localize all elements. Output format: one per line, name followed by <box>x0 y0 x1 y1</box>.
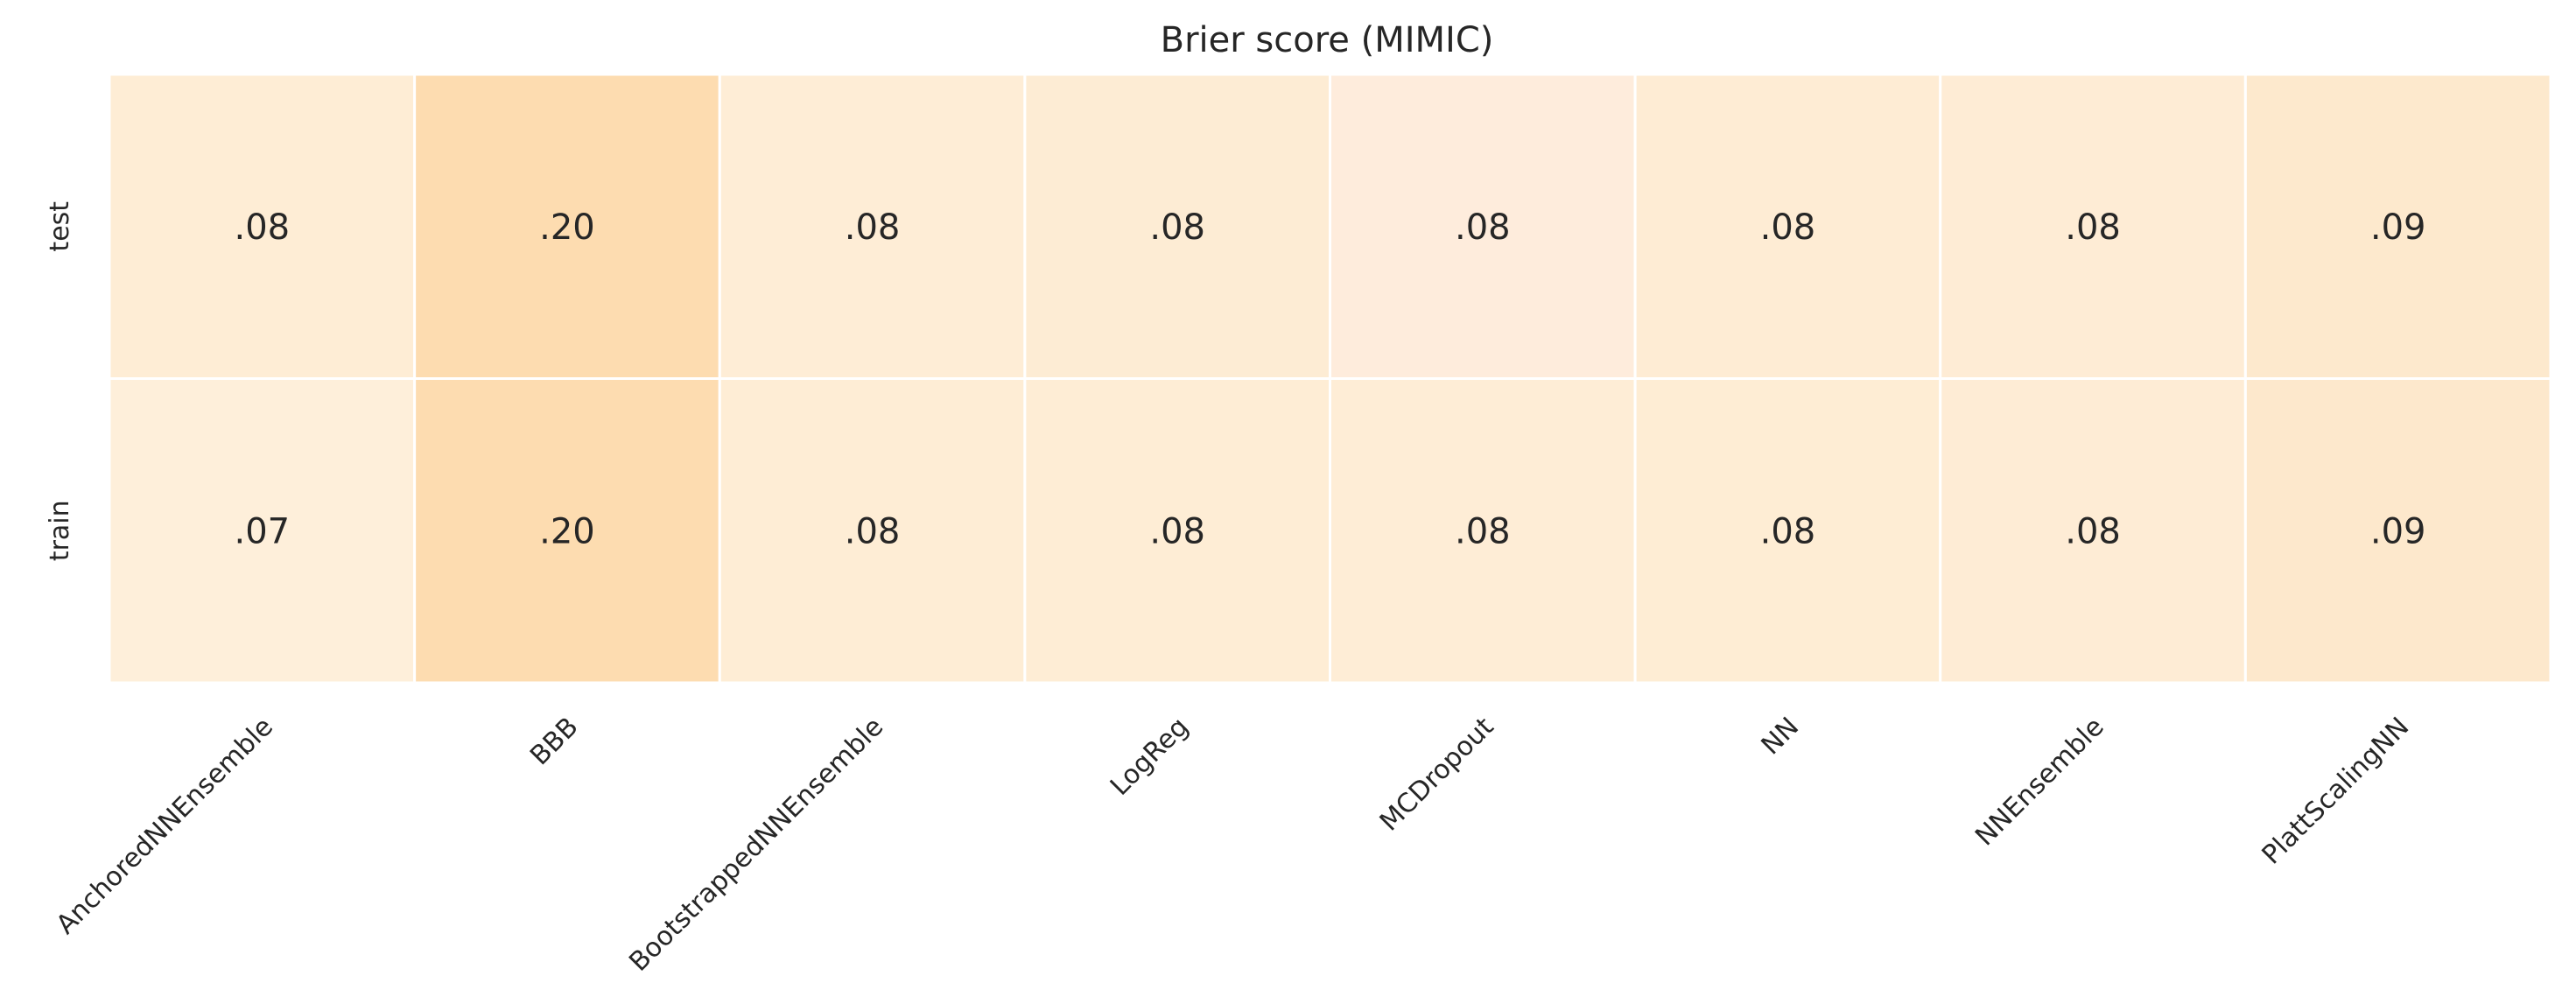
x-tick-label: NNEnsemble <box>1969 712 2110 853</box>
heatmap-cell-test-NN <box>1633 73 1942 380</box>
y-tick-label: train <box>45 500 75 561</box>
cell-value-label: .08 <box>1455 511 1511 551</box>
cell-value-label: .09 <box>2370 511 2426 551</box>
cell-value-label: .07 <box>235 511 291 551</box>
heatmap-cell-labels: .08 .20 .08 .08 .08 .08 .08 .09 .07 .20 .08 .08 .08.… <box>235 207 2426 552</box>
heatmap-cell-train-MCDropout <box>1329 377 1637 685</box>
heatmap-cell-train-NN <box>1633 377 1942 685</box>
cell-value-label: .09 <box>2370 207 2426 248</box>
cell-value-label: .20 <box>539 207 595 248</box>
heatmap-cell-train-BBB <box>413 377 721 685</box>
heatmap-cells <box>108 73 2552 685</box>
x-tick-label: PlattScalingNN <box>2257 712 2416 871</box>
cell-value-label: .08 <box>1760 207 1816 248</box>
cell-value-label: .08 <box>1149 511 1205 551</box>
y-axis-tick-labels: test train <box>45 201 75 561</box>
y-tick-label: test <box>45 201 75 252</box>
x-axis-tick-labels: AnchoredNNEnsemble BBB BootstrappedNNEnsem… <box>51 712 2416 978</box>
x-tick-label: MCDropout <box>1374 712 1500 838</box>
heatmap-cell-test-AnchoredNNEnsemble <box>108 73 417 380</box>
x-tick-label: LogReg <box>1105 712 1195 802</box>
x-tick-label: AnchoredNNEnsemble <box>51 712 279 940</box>
x-tick-label: BBB <box>524 712 584 771</box>
cell-value-label: .08 <box>1455 207 1511 248</box>
cell-value-label: .08 <box>235 207 291 248</box>
x-tick-label: NN <box>1756 712 1805 761</box>
heatmap-cell-test-PlattScalingNN <box>2243 73 2552 380</box>
cell-value-label: .08 <box>845 207 901 248</box>
cell-value-label: .08 <box>2065 511 2121 551</box>
heatmap-cell-train-LogReg <box>1023 377 1331 685</box>
heatmap-cell-train-PlattScalingNN <box>2243 377 2552 685</box>
cell-value-label: .08 <box>1149 207 1205 248</box>
x-tick-label: BootstrappedNNEnsemble <box>623 712 889 978</box>
heatmap-cell-train-NNEnsemble <box>1939 377 2247 685</box>
chart-title: Brier score (MIMIC) <box>1161 20 1494 60</box>
heatmap-cell-test-BBB <box>413 73 721 380</box>
heatmap-cell-test-MCDropout <box>1329 73 1637 380</box>
cell-value-label: .08 <box>845 511 901 551</box>
cell-value-label: .08 <box>1760 511 1816 551</box>
heatmap-cell-test-LogReg <box>1023 73 1331 380</box>
cell-value-label: .20 <box>539 511 595 551</box>
cell-value-label: .08 <box>2065 207 2121 248</box>
heatmap-cell-test-BootstrappedNNEnsemble <box>718 73 1027 380</box>
heatmap-cell-train-AnchoredNNEnsemble <box>108 377 417 685</box>
